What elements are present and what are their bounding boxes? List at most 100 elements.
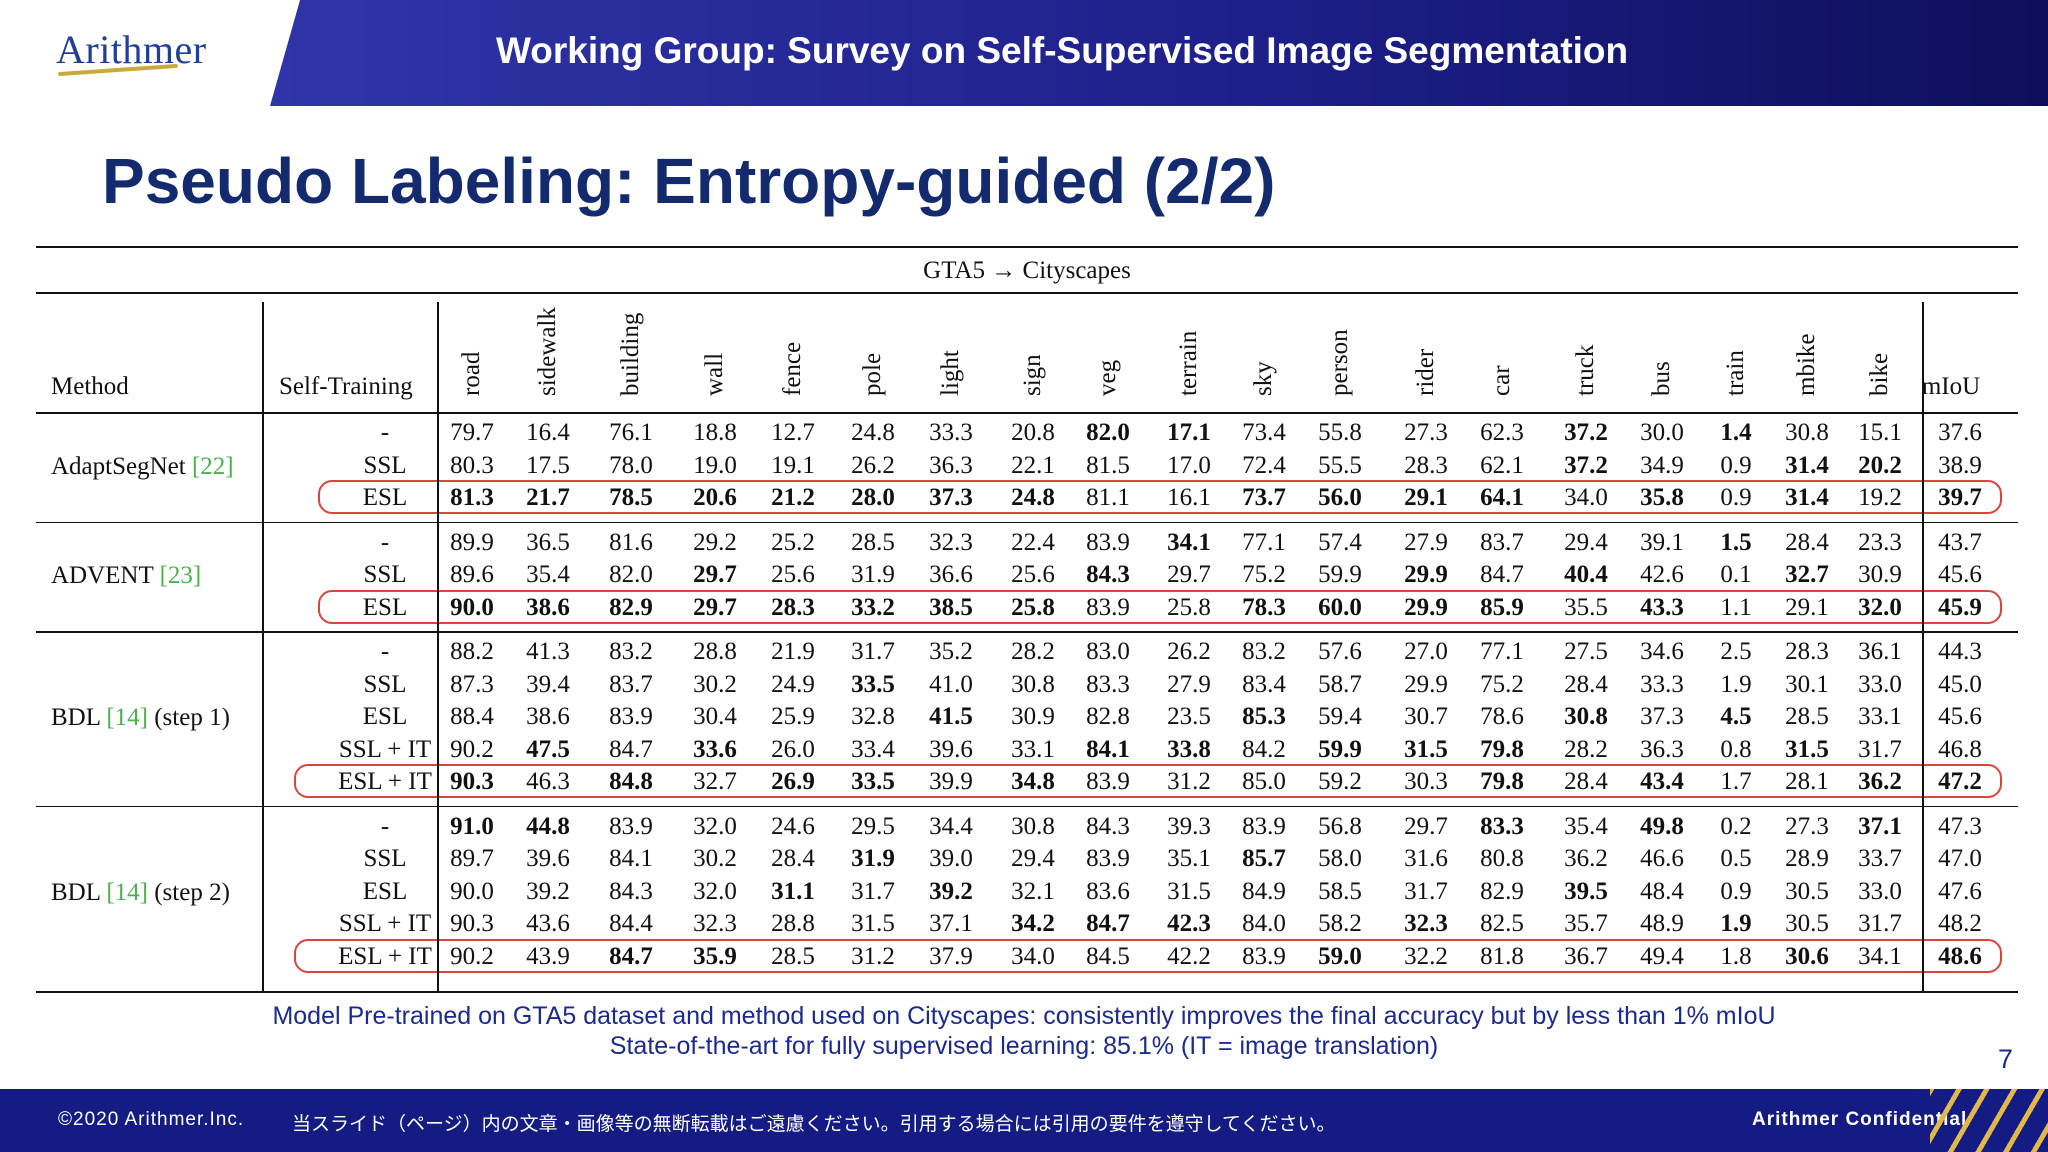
method-name: BDL [14] (step 1) — [51, 703, 230, 733]
table-cell: 59.2 — [1318, 768, 1362, 795]
table-cell: 47.3 — [1938, 812, 1982, 840]
highlight-box — [294, 938, 2002, 973]
table-cell: 28.3 — [771, 593, 815, 621]
self-training-value: SSL + IT — [338, 910, 432, 937]
table-cell: 27.3 — [1404, 419, 1448, 446]
class-header-bus: bus — [1648, 361, 1675, 396]
self-training-value: ESL — [362, 877, 408, 905]
footer-bar: ©2020 Arithmer.Inc. 当スライド（ページ）内の文章・画像等の無… — [0, 1089, 2048, 1152]
table-cell: 91.0 — [450, 812, 494, 840]
citation-link[interactable]: [14] — [106, 878, 148, 906]
table-cell: 59.0 — [1318, 942, 1362, 970]
self-training-value: ESL + IT — [338, 942, 432, 970]
table-cell: 17.1 — [1167, 419, 1211, 446]
table-cell: 0.2 — [1720, 812, 1752, 840]
table-cell: 1.8 — [1720, 942, 1752, 970]
table-rule — [36, 805, 2018, 807]
citation-link[interactable]: [14] — [106, 704, 148, 732]
table-cell: 39.6 — [526, 845, 570, 872]
table-cell: 42.3 — [1167, 910, 1211, 937]
table-cell: 32.8 — [851, 703, 895, 730]
table-cell: 18.8 — [693, 419, 737, 446]
table-cell: 29.1 — [1785, 593, 1829, 621]
table-cell: 20.8 — [1011, 419, 1055, 446]
citation-link[interactable]: [23] — [159, 562, 202, 590]
table-cell: 78.6 — [1480, 703, 1524, 730]
table-cell: 48.6 — [1938, 942, 1982, 970]
table-cell: 84.8 — [609, 768, 653, 795]
footer-notice: 当スライド（ページ）内の文章・画像等の無断転載はご遠慮ください。引用する場合には… — [292, 1114, 1336, 1135]
method-name: AdaptSegNet [22] — [51, 452, 234, 482]
table-cell: 37.3 — [1640, 703, 1684, 730]
table-cell: 20.2 — [1858, 451, 1902, 479]
table-cell: 48.2 — [1938, 910, 1982, 937]
table-cell: 37.1 — [1858, 812, 1902, 840]
table-cell: 1.7 — [1720, 768, 1752, 795]
table-cell: 28.4 — [771, 845, 815, 872]
table-cell: 80.8 — [1480, 845, 1524, 872]
table-cell: 30.9 — [1011, 703, 1055, 730]
table-cell: 34.2 — [1011, 910, 1055, 937]
table-cell: 37.1 — [929, 910, 973, 937]
table-cell: 73.4 — [1242, 419, 1286, 446]
table-rule — [36, 412, 2018, 414]
table-cell: 25.2 — [771, 528, 815, 556]
method-name: ADVENT [23] — [51, 561, 201, 591]
method-name-text: AdaptSegNet — [51, 452, 192, 480]
table-cell: 81.8 — [1480, 942, 1524, 970]
table-cell: 81.6 — [609, 528, 653, 556]
table-cell: 57.6 — [1318, 638, 1362, 665]
table-cell: 16.4 — [526, 419, 570, 446]
table-cell: 58.5 — [1318, 877, 1362, 905]
header-band — [270, 0, 2048, 106]
class-header-train: train — [1722, 350, 1749, 396]
table-cell: 32.0 — [693, 812, 737, 840]
table-cell: 28.5 — [851, 528, 895, 556]
table-cell: 83.9 — [609, 703, 653, 730]
table-cell: 31.5 — [1785, 735, 1829, 763]
table-cell: 33.5 — [851, 768, 895, 795]
table-cell: 29.9 — [1404, 670, 1448, 698]
table-cell: 35.4 — [526, 561, 570, 588]
table-cell: 83.9 — [1086, 528, 1130, 556]
table-column-divider — [1922, 302, 1924, 991]
table-cell: 87.3 — [450, 670, 494, 698]
table-cell: 79.7 — [450, 419, 494, 446]
table-cell: 55.8 — [1318, 419, 1362, 446]
table-cell: 27.9 — [1167, 670, 1211, 698]
table-cell: 33.3 — [929, 419, 973, 446]
note-line-2: State-of-the-art for fully supervised le… — [609, 1032, 1439, 1060]
table-cell: 26.0 — [771, 735, 815, 763]
table-cell: 84.9 — [1242, 877, 1286, 905]
table-cell: 82.8 — [1086, 703, 1130, 730]
citation-link[interactable]: [22] — [191, 452, 234, 480]
arithmer-logo: Arithmer — [56, 26, 207, 77]
table-rule — [36, 991, 2018, 993]
table-cell: 31.4 — [1785, 451, 1829, 479]
self-training-value: SSL — [363, 670, 407, 698]
table-cell: 25.8 — [1011, 593, 1055, 621]
table-cell: 29.5 — [851, 812, 895, 840]
table-cell: 82.0 — [609, 561, 653, 588]
table-cell: 82.9 — [609, 593, 653, 621]
table-cell: 1.9 — [1720, 670, 1752, 698]
table-cell: 84.3 — [609, 877, 653, 905]
table-cell: 29.9 — [1404, 593, 1448, 621]
table-cell: 34.6 — [1640, 638, 1684, 665]
table-cell: 25.6 — [1011, 561, 1055, 588]
class-header-light: light — [937, 350, 964, 396]
table-cell: 37.2 — [1564, 451, 1608, 479]
table-cell: 83.0 — [1086, 638, 1130, 665]
slide-title: Pseudo Labeling: Entropy-guided (2/2) — [102, 145, 1276, 217]
table-cell: 39.2 — [526, 877, 570, 905]
self-training-value: - — [380, 528, 390, 556]
table-cell: 33.7 — [1858, 845, 1902, 872]
table-cell: 34.1 — [1167, 528, 1211, 556]
table-cell: 83.3 — [1086, 670, 1130, 698]
table-cell: 39.5 — [1564, 877, 1608, 905]
table-rule — [36, 631, 2018, 633]
table-cell: 83.9 — [1086, 845, 1130, 872]
table-cell: 58.2 — [1318, 910, 1362, 937]
table-cell: 88.4 — [450, 703, 494, 730]
table-cell: 35.8 — [1640, 484, 1684, 511]
